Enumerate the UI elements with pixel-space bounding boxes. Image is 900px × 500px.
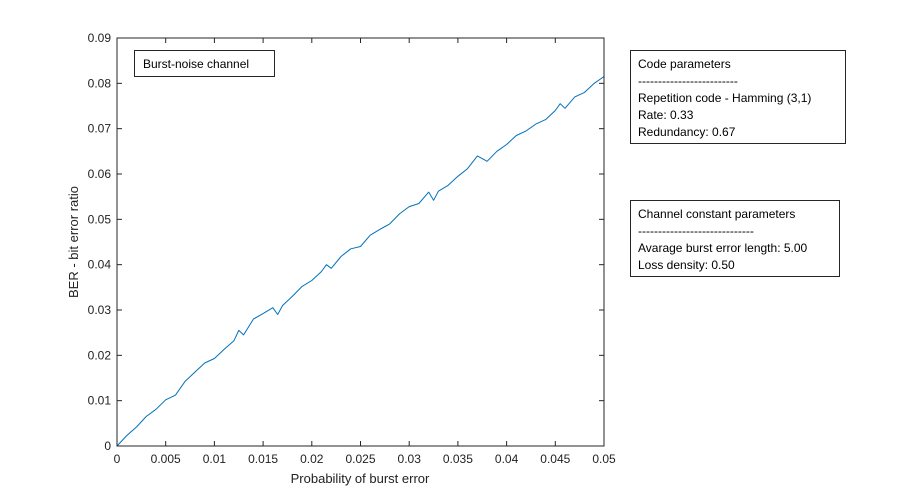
channel-parameter-line: Loss density: 0.50 xyxy=(638,258,735,272)
channel-parameter-line: Avarage burst error length: 5.00 xyxy=(638,241,808,255)
plot-legend-box: Burst-noise channel xyxy=(134,50,275,77)
code-parameter-line: Repetition code - Hamming (3,1) xyxy=(638,91,812,105)
x-tick-label: 0.01 xyxy=(203,452,227,466)
y-tick-label: 0.04 xyxy=(88,258,112,272)
y-tick-label: 0.05 xyxy=(88,212,112,226)
channel-parameters-box: Channel constant parameters ------------… xyxy=(630,200,840,277)
y-tick-label: 0.06 xyxy=(88,167,112,181)
code-parameter-line: Redundancy: 0.67 xyxy=(638,125,736,139)
channel-parameters-separator: ----------------------------- xyxy=(638,224,754,238)
x-axis-ticks: 0 0.005 0.01 0.015 0.02 0.025 0.03 0.035 0.04 0.0… xyxy=(114,38,616,466)
y-tick-label: 0 xyxy=(104,439,111,453)
x-tick-label: 0.02 xyxy=(300,452,324,466)
y-axis-label: BER - bit error ratio xyxy=(66,186,81,298)
code-parameter-line: Rate: 0.33 xyxy=(638,108,694,122)
channel-parameters-title: Channel constant parameters xyxy=(638,207,796,221)
y-tick-label: 0.03 xyxy=(88,303,112,317)
x-tick-label: 0.045 xyxy=(540,452,570,466)
y-tick-label: 0.07 xyxy=(88,122,112,136)
code-parameters-separator: ------------------------- xyxy=(638,74,738,88)
code-parameters-title: Code parameters xyxy=(638,57,731,71)
x-tick-label: 0.035 xyxy=(443,452,473,466)
code-parameters-box: Code parameters ------------------------… xyxy=(630,50,846,144)
x-tick-label: 0.005 xyxy=(151,452,181,466)
plot-frame xyxy=(116,37,605,447)
x-tick-label: 0.03 xyxy=(398,452,422,466)
x-tick-label: 0.015 xyxy=(248,452,278,466)
x-tick-label: 0.04 xyxy=(495,452,519,466)
x-axis-label: Probability of burst error xyxy=(291,471,430,486)
x-tick-label: 0 xyxy=(114,452,121,466)
y-tick-label: 0.01 xyxy=(88,394,112,408)
x-tick-label: 0.05 xyxy=(592,452,616,466)
x-tick-label: 0.025 xyxy=(345,452,375,466)
y-tick-label: 0.02 xyxy=(88,348,112,362)
ber-series-line xyxy=(116,76,605,447)
y-tick-label: 0.09 xyxy=(88,31,112,45)
plot-area xyxy=(117,38,604,446)
y-tick-label: 0.08 xyxy=(88,76,112,90)
legend-label: Burst-noise channel xyxy=(143,57,250,71)
